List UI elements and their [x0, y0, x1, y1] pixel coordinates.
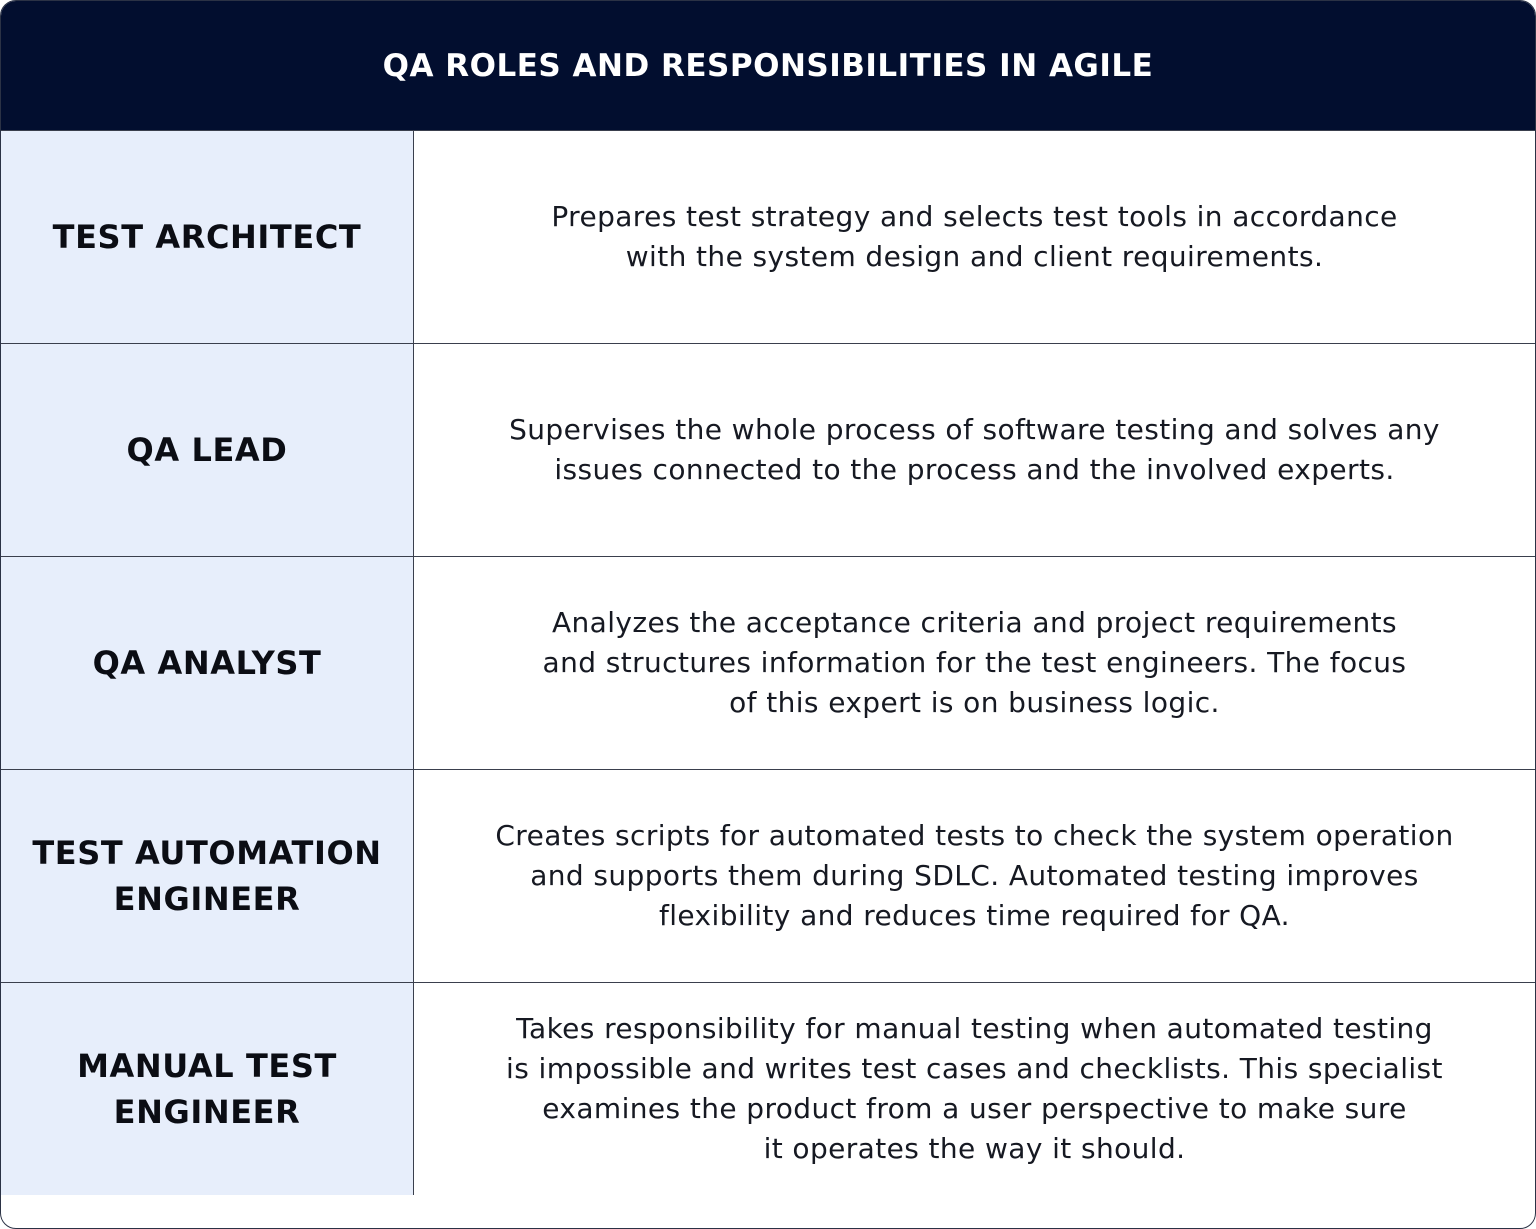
- description-line: flexibility and reduces time required fo…: [658, 899, 1290, 932]
- table-title: QA ROLES AND RESPONSIBILITIES IN AGILE: [382, 47, 1154, 84]
- role-label-line: ENGINEER: [113, 1093, 301, 1131]
- table-row: QA LEAD Supervises the whole process of …: [1, 343, 1535, 556]
- role-cell: QA ANALYST: [1, 557, 414, 769]
- role-cell: TEST ARCHITECT: [1, 131, 414, 343]
- role-cell: TEST AUTOMATION ENGINEER: [1, 770, 414, 982]
- role-label-line: TEST AUTOMATION: [32, 834, 382, 872]
- role-label-line: QA LEAD: [126, 431, 288, 469]
- description-line: Prepares test strategy and selects test …: [551, 200, 1398, 233]
- role-label-line: ENGINEER: [113, 880, 301, 918]
- role-label: TEST ARCHITECT: [53, 214, 362, 260]
- table-header: QA ROLES AND RESPONSIBILITIES IN AGILE: [1, 1, 1535, 130]
- description-cell: Prepares test strategy and selects test …: [414, 131, 1535, 343]
- description-line: examines the product from a user perspec…: [542, 1092, 1407, 1125]
- role-label-line: QA ANALYST: [92, 644, 322, 682]
- table-row: MANUAL TEST ENGINEER Takes responsibilit…: [1, 982, 1535, 1195]
- description-line: Creates scripts for automated tests to c…: [495, 819, 1454, 852]
- description-cell: Supervises the whole process of software…: [414, 344, 1535, 556]
- description-cell: Analyzes the acceptance criteria and pro…: [414, 557, 1535, 769]
- role-description: Analyzes the acceptance criteria and pro…: [543, 603, 1407, 723]
- table-row: TEST ARCHITECT Prepares test strategy an…: [1, 130, 1535, 343]
- description-line: Analyzes the acceptance criteria and pro…: [551, 606, 1398, 639]
- role-description: Takes responsibility for manual testing …: [506, 1009, 1443, 1169]
- role-label: QA ANALYST: [93, 640, 322, 686]
- description-line: with the system design and client requir…: [625, 240, 1324, 273]
- description-cell: Takes responsibility for manual testing …: [414, 983, 1535, 1195]
- description-line: of this expert is on business logic.: [729, 686, 1220, 719]
- description-line: issues connected to the process and the …: [554, 453, 1395, 486]
- role-description: Creates scripts for automated tests to c…: [495, 816, 1453, 936]
- role-description: Supervises the whole process of software…: [509, 410, 1440, 490]
- description-line: it operates the way it should.: [763, 1132, 1186, 1165]
- role-label-line: TEST ARCHITECT: [52, 218, 362, 256]
- description-cell: Creates scripts for automated tests to c…: [414, 770, 1535, 982]
- description-line: Supervises the whole process of software…: [509, 413, 1440, 446]
- description-line: is impossible and writes test cases and …: [506, 1052, 1443, 1085]
- role-label: MANUAL TEST ENGINEER: [77, 1043, 337, 1135]
- role-label: QA LEAD: [127, 427, 288, 473]
- description-line: Takes responsibility for manual testing …: [516, 1012, 1433, 1045]
- table-row: QA ANALYST Analyzes the acceptance crite…: [1, 556, 1535, 769]
- table-row: TEST AUTOMATION ENGINEER Creates scripts…: [1, 769, 1535, 982]
- role-cell: QA LEAD: [1, 344, 414, 556]
- role-label: TEST AUTOMATION ENGINEER: [32, 830, 381, 922]
- role-label-line: MANUAL TEST: [77, 1047, 337, 1085]
- role-cell: MANUAL TEST ENGINEER: [1, 983, 414, 1195]
- description-line: and structures information for the test …: [542, 646, 1407, 679]
- role-description: Prepares test strategy and selects test …: [551, 197, 1397, 277]
- description-line: and supports them during SDLC. Automated…: [530, 859, 1419, 892]
